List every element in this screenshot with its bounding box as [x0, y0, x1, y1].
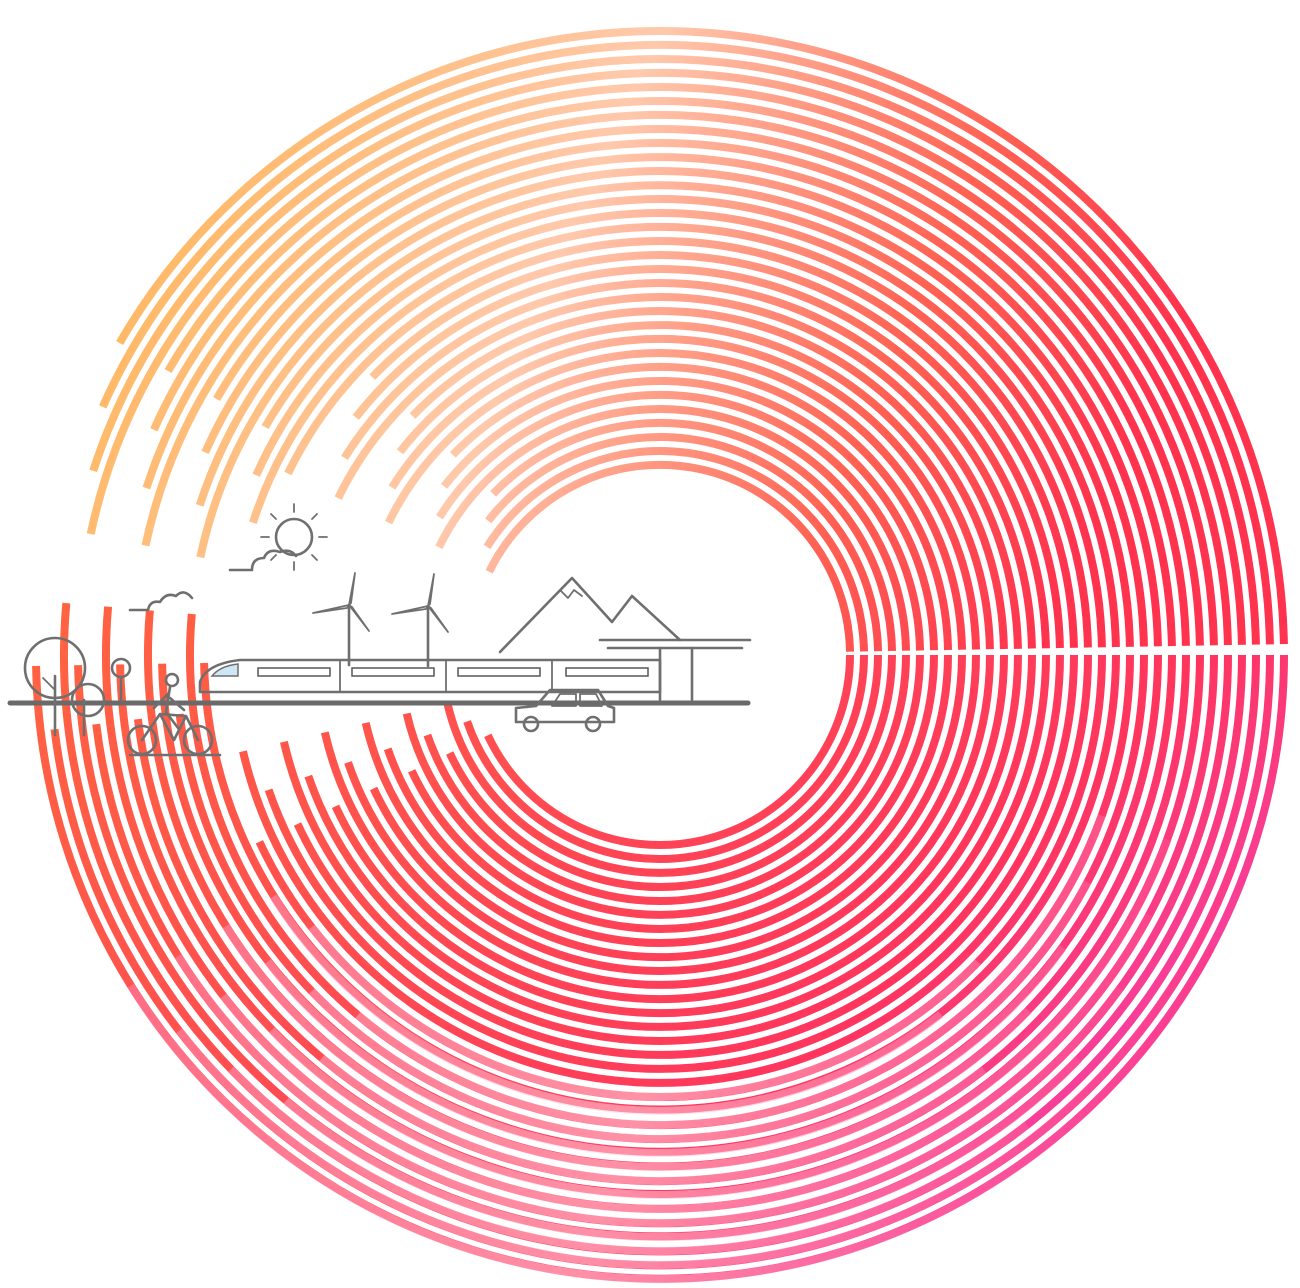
ring-arc	[264, 654, 1078, 1073]
ring-arc	[222, 924, 1032, 1172]
mountain-icon	[498, 576, 682, 654]
ring-arc	[396, 321, 994, 650]
cloud-icon	[228, 549, 298, 572]
cyclist-icon	[126, 672, 214, 756]
ring-arc	[463, 654, 868, 863]
ring-arc	[228, 1066, 1030, 1255]
ring-arc	[141, 125, 1190, 646]
ring-arc	[308, 924, 981, 1101]
ring-arc	[446, 654, 896, 892]
car-icon	[514, 688, 616, 733]
ring-arc	[89, 55, 1260, 645]
ring-arc	[361, 654, 966, 962]
ring-arc	[174, 953, 1123, 1228]
ring-arc	[252, 209, 1106, 648]
ring-arc	[220, 913, 1153, 1214]
ring-arc	[86, 69, 1246, 645]
landscape-scene	[7, 503, 752, 757]
ring-arc	[440, 376, 938, 651]
ring-arc	[408, 654, 938, 933]
ring-arc	[485, 460, 854, 652]
ring-arc	[435, 405, 910, 651]
ring-arc	[443, 654, 882, 877]
ring-arc	[344, 654, 994, 989]
ring-arc	[249, 222, 1092, 648]
mountain-icon	[559, 589, 583, 599]
tree-icon	[23, 636, 132, 737]
ring-arc	[213, 139, 1176, 647]
ring-arc	[268, 838, 1172, 1199]
ring-arc	[402, 654, 924, 919]
ring-arc	[308, 880, 1091, 1143]
ring-arc	[142, 110, 1204, 646]
ring-arc	[483, 447, 868, 652]
wind-turbine-icon	[391, 573, 449, 668]
ring-arc	[334, 293, 1022, 649]
train-icon	[198, 658, 662, 694]
ring-arc	[99, 41, 1274, 645]
ring-arc	[293, 654, 1064, 1059]
ring-arc	[280, 654, 1050, 1045]
ring-arc	[201, 153, 1162, 647]
ring-arc	[195, 167, 1148, 647]
ring-arc	[484, 654, 854, 849]
ring-arc	[269, 894, 944, 1115]
ring-arc	[331, 654, 1022, 1018]
ring-arc	[409, 306, 1008, 650]
ring-arc	[127, 946, 1215, 1284]
ring-arc	[116, 27, 1288, 645]
wind-turbine-icon	[312, 572, 370, 667]
ring-arc	[196, 181, 1134, 647]
ring-arc	[304, 654, 1036, 1031]
ring-arc	[385, 349, 966, 650]
ring-arc	[239, 654, 1092, 1087]
concentric-arc-rings	[32, 27, 1288, 1284]
ring-arc	[485, 432, 882, 652]
cloud-icon	[128, 591, 194, 612]
ring-arc	[355, 814, 1106, 1129]
ring-arc	[388, 334, 980, 650]
ring-arc	[490, 418, 896, 652]
ring-arc	[369, 251, 1064, 649]
sun-icon	[260, 503, 328, 571]
ring-arc	[352, 265, 1050, 649]
ring-arc	[283, 1056, 1082, 1241]
ring-arc	[150, 97, 1218, 646]
ring-arc	[264, 945, 1067, 1157]
ring-arc	[383, 654, 952, 947]
ring-arc	[176, 862, 1237, 1269]
ring-arc	[369, 654, 980, 975]
ring-arc	[341, 279, 1036, 649]
ring-arc	[319, 1054, 987, 1185]
ring-arc	[436, 390, 924, 651]
ring-arc	[261, 195, 1120, 648]
ring-arc	[164, 83, 1232, 646]
ring-arc	[284, 237, 1078, 648]
ring-arc	[423, 654, 910, 905]
ring-arc	[449, 362, 952, 651]
ring-arc	[320, 654, 1008, 1004]
